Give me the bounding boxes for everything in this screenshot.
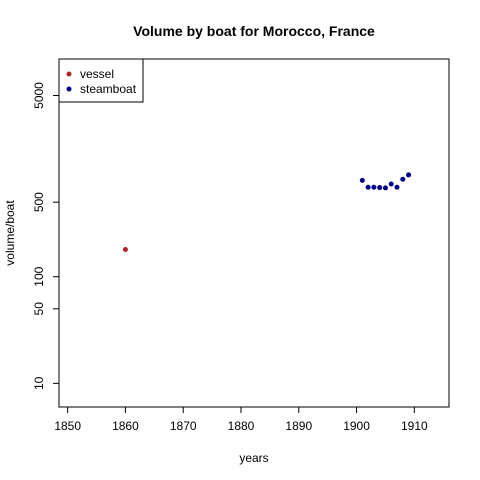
steamboat-point bbox=[365, 184, 371, 190]
legend-label-vessel: vessel bbox=[80, 67, 114, 81]
y-tick-label: 100 bbox=[32, 266, 46, 286]
x-tick-label: 1900 bbox=[343, 419, 370, 433]
y-tick-label: 10 bbox=[32, 376, 46, 390]
x-tick-label: 1910 bbox=[401, 419, 428, 433]
steamboat-point bbox=[382, 185, 388, 191]
y-tick-label: 50 bbox=[32, 302, 46, 316]
legend-box bbox=[58, 58, 144, 103]
steamboat-point bbox=[400, 176, 406, 182]
legend-label-steamboat: steamboat bbox=[80, 82, 137, 96]
y-tick-label: 5000 bbox=[32, 82, 46, 109]
steamboat-point bbox=[359, 177, 365, 183]
y-tick-label: 500 bbox=[32, 192, 46, 212]
y-axis-label: volume/boat bbox=[3, 200, 17, 266]
steamboat-point bbox=[377, 185, 383, 191]
vessel-point bbox=[122, 246, 128, 252]
x-axis: 1850 1860 1870 1880 1890 1900 1910 bbox=[54, 407, 428, 433]
x-tick-label: 1860 bbox=[112, 419, 139, 433]
chart-title: Volume by boat for Morocco, France bbox=[133, 23, 375, 39]
x-axis-label: years bbox=[239, 451, 268, 465]
data-points bbox=[122, 172, 412, 252]
y-axis: 10 50 100 500 5000 bbox=[32, 82, 59, 390]
x-tick-label: 1890 bbox=[285, 419, 312, 433]
steamboat-point bbox=[371, 184, 377, 190]
steamboat-point bbox=[406, 172, 412, 178]
steamboat-point bbox=[388, 181, 394, 187]
x-tick-label: 1880 bbox=[228, 419, 255, 433]
legend-marker-vessel bbox=[66, 71, 72, 77]
legend-marker-steamboat bbox=[66, 86, 72, 92]
plot-area-frame bbox=[58, 58, 450, 408]
steamboat-point bbox=[394, 184, 400, 190]
x-tick-label: 1850 bbox=[54, 419, 81, 433]
x-tick-label: 1870 bbox=[170, 419, 197, 433]
